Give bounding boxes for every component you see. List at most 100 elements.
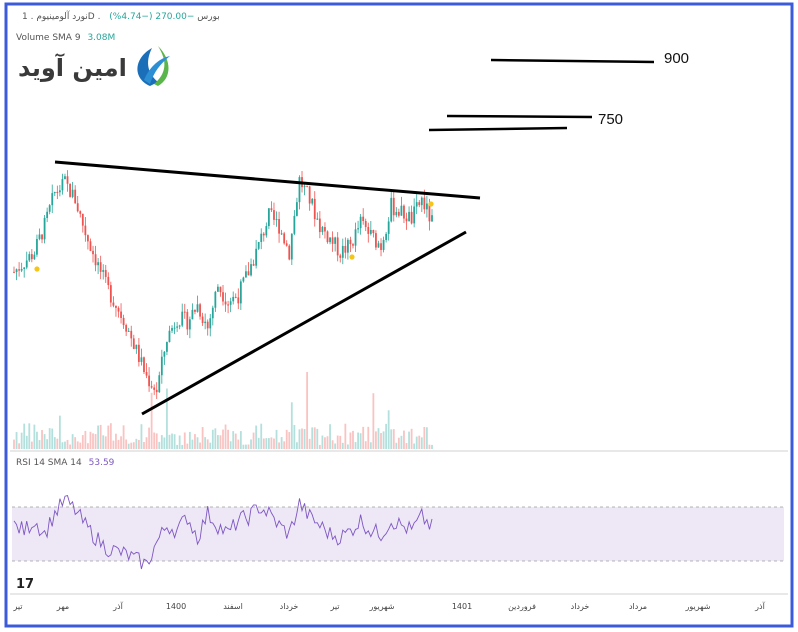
volume-bar [339,435,342,449]
volume-bar [168,434,171,449]
volume-bar [201,427,204,449]
volume-bar [341,442,344,449]
rsi-pane [12,495,784,570]
volume-bar [400,435,403,449]
candle-body [285,243,288,246]
candle-body [166,342,168,352]
volume-bar [188,431,191,449]
volume-bar [153,432,156,449]
volume-bar [222,429,224,449]
candle-body [316,218,319,220]
volume-bar [364,441,367,449]
volume-bar [395,442,398,449]
candle-body [250,264,252,276]
candle-body [33,254,36,260]
candle-body [239,281,242,304]
volume-bar [217,435,219,449]
volume-bar [357,432,359,449]
volume-bar [252,432,255,449]
candle-body [64,176,66,180]
candle-body [341,245,344,258]
volume-bar [413,443,416,449]
candle-body [145,372,148,376]
volume-bar [420,437,423,449]
volume-bar [313,427,316,449]
volume-bar [196,437,199,449]
candle-body [186,311,189,330]
volume-bar [76,441,79,449]
candle-body [211,307,214,319]
volume-bar [143,442,145,449]
symbol-header: نورد آلومینیوم . 1D . بورس −270.00 (−4.7… [22,12,220,22]
volume-bar [71,434,74,449]
candle-body [71,189,74,197]
candle-body [122,317,125,326]
candle-body [53,191,56,194]
volume-bar [43,434,46,449]
volume-bar [418,435,421,449]
x-axis-label: 1401 [451,602,473,611]
volume-bar [293,424,296,449]
candle-body [275,219,278,221]
volume-bar [362,426,365,449]
volume-bar [234,433,237,449]
candle-body [311,198,314,204]
volume-value: 3.08M [87,33,116,43]
candle-body [107,276,110,286]
x-axis-label: خرداد [279,602,299,611]
volume-legend: Volume SMA 9 3.08M [16,33,115,43]
volume-bar [36,431,38,449]
volume-bar [150,392,153,449]
dividend-marker [349,254,355,260]
candle-body [155,389,158,393]
candle-body [99,262,102,272]
volume-bar [247,444,250,449]
volume-bar [92,433,94,449]
x-axis-label: آذر [113,602,123,611]
volume-bar [410,428,413,449]
x-axis-label: تیر [13,602,23,611]
candle-body [339,255,342,258]
volume-bar [316,428,319,449]
volume-bar [20,432,23,449]
volume-bar [97,425,100,449]
candle-body [364,221,367,227]
volume-bar [334,443,337,449]
candle-body [346,239,349,253]
x-axis-label: آذر [755,602,765,611]
candle-body [137,344,140,362]
volume-bar [51,428,54,449]
candle-body [191,309,194,320]
volume-bar [191,439,194,449]
volume-bar [239,431,242,449]
candle-body [15,269,18,273]
volume-bar [242,444,245,449]
candle-body [201,316,204,324]
volume-bar [367,426,370,449]
volume-bar [227,429,229,449]
volume-bar [84,430,87,449]
volume-bar [265,438,268,449]
rsi-value: 53.59 [88,458,115,468]
volume-bar [232,431,235,449]
volume-bar [28,423,31,449]
volume-bar [99,424,102,449]
volume-bar [171,433,173,449]
candle-body [46,211,49,219]
volume-bar [104,436,107,449]
candle-body [420,197,423,206]
volume-bar [280,437,283,449]
candle-body [28,254,31,261]
volume-bar [74,437,77,449]
candle-body [431,215,433,222]
volume-bar [303,429,306,449]
volume-bar [318,444,321,449]
volume-bar [137,439,140,449]
volume-bar [155,433,158,449]
candle-body [329,237,331,243]
volume-bar [283,441,286,449]
candle-body [413,206,416,224]
candle-body [41,234,43,240]
volume-bar [415,436,418,449]
volume-bar [109,423,112,449]
